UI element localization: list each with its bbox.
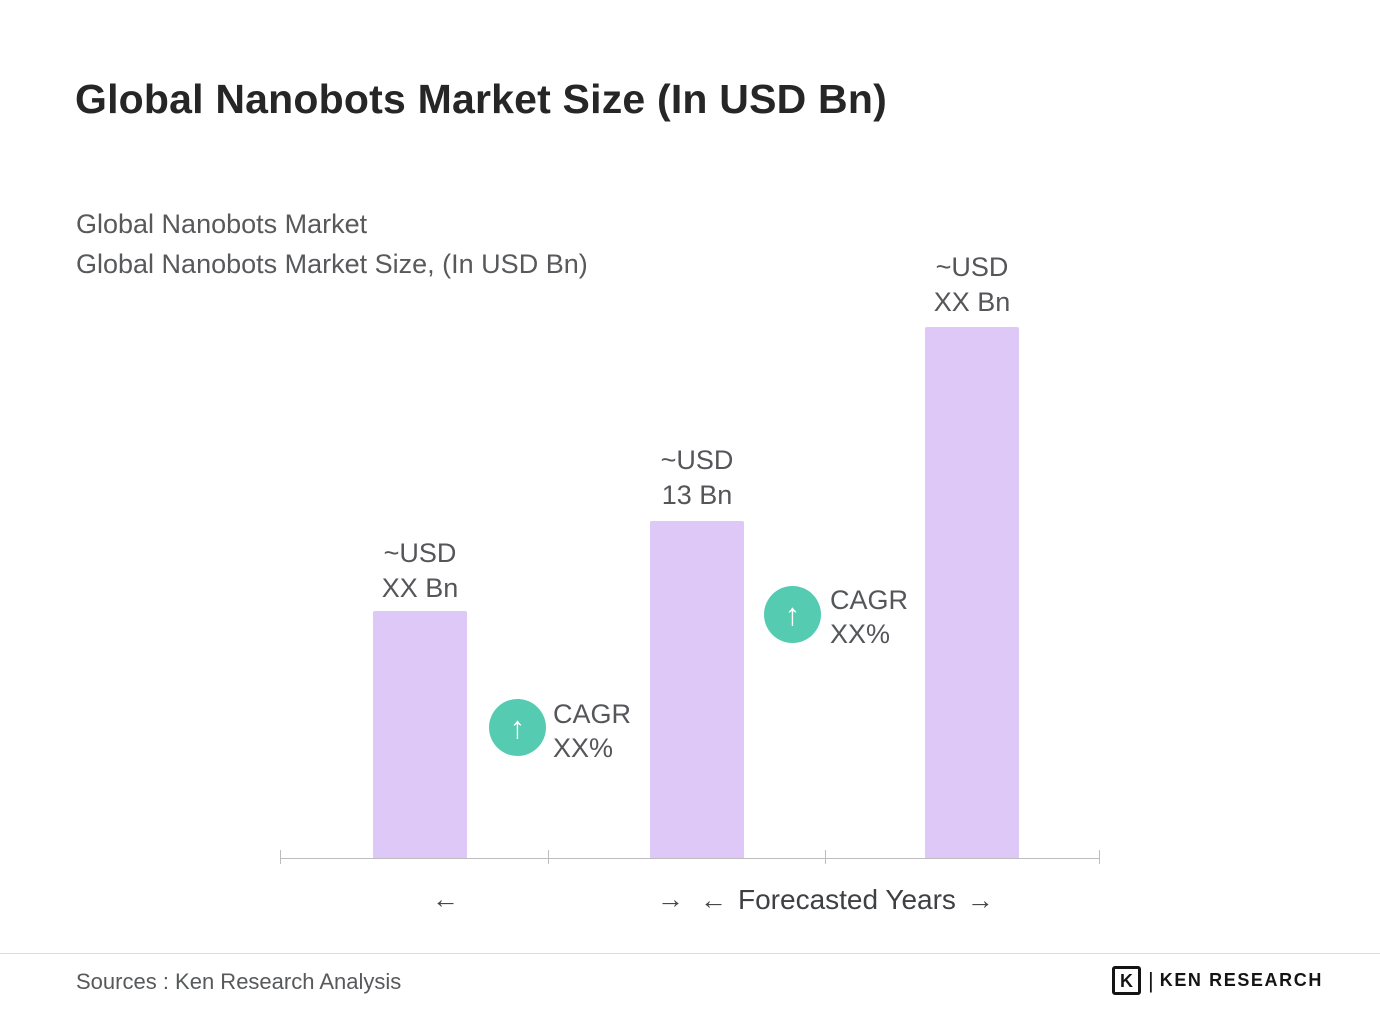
bar-value-label-2-line1: ~USD: [660, 445, 734, 475]
forecast-right-arrow-icon: →: [966, 884, 994, 915]
cagr-up-arrow-icon-1: ↑: [489, 699, 546, 756]
axis-tick-1: [280, 850, 281, 864]
historical-left-arrow-icon: ←: [432, 884, 459, 914]
chart-subtitle: Global Nanobots Market Global Nanobots M…: [76, 204, 588, 284]
bar-value-label-3-line2: XX Bn: [933, 287, 1011, 317]
bar-value-label-2-line2: 13 Bn: [661, 480, 733, 510]
x-axis-label: Forecasted Years: [738, 884, 956, 915]
cagr-label-1-line1: CAGR: [553, 699, 632, 729]
cagr-label-1: CAGR XX%: [553, 697, 631, 765]
bar-value-label-1-line1: ~USD: [383, 538, 457, 568]
chart-subtitle-line2: Global Nanobots Market Size, (In USD Bn): [76, 249, 588, 279]
x-axis-line: [280, 858, 1100, 859]
market-size-bar-1: [373, 611, 467, 859]
up-arrow-glyph-1: ↑: [509, 709, 526, 745]
brand-logo: K | KEN RESEARCH: [1112, 966, 1323, 995]
bar-value-label-1: ~USD XX Bn: [320, 536, 520, 606]
market-size-bar-3: [925, 327, 1019, 859]
page-title: Global Nanobots Market Size (In USD Bn): [75, 76, 887, 122]
market-size-bar-2: [650, 521, 744, 859]
cagr-label-2-line1: CAGR: [830, 585, 909, 615]
cagr-label-1-line2: XX%: [553, 733, 614, 763]
forecast-left-arrow-icon: ←: [700, 884, 727, 915]
cagr-up-arrow-icon-2: ↑: [764, 586, 821, 643]
up-arrow-glyph-2: ↑: [784, 596, 801, 632]
bar-value-label-3: ~USD XX Bn: [872, 250, 1072, 320]
x-axis-label-group: ← Forecasted Years →: [700, 884, 994, 916]
cagr-label-2-line2: XX%: [830, 619, 891, 649]
footer-divider: [0, 953, 1380, 954]
axis-tick-4: [1099, 850, 1100, 864]
brand-name: KEN RESEARCH: [1159, 970, 1323, 990]
axis-tick-2: [548, 850, 549, 864]
chart-subtitle-line1: Global Nanobots Market: [76, 209, 368, 239]
logo-separator: |: [1148, 967, 1154, 993]
historical-right-arrow-icon: →: [657, 884, 684, 914]
bar-value-label-3-line1: ~USD: [935, 252, 1009, 282]
bar-value-label-1-line2: XX Bn: [381, 573, 459, 603]
sources-text: Sources : Ken Research Analysis: [76, 969, 402, 994]
axis-tick-3: [825, 850, 826, 864]
bar-value-label-2: ~USD 13 Bn: [597, 443, 797, 513]
ken-research-logo-icon: K: [1112, 966, 1141, 995]
cagr-label-2: CAGR XX%: [830, 583, 908, 651]
